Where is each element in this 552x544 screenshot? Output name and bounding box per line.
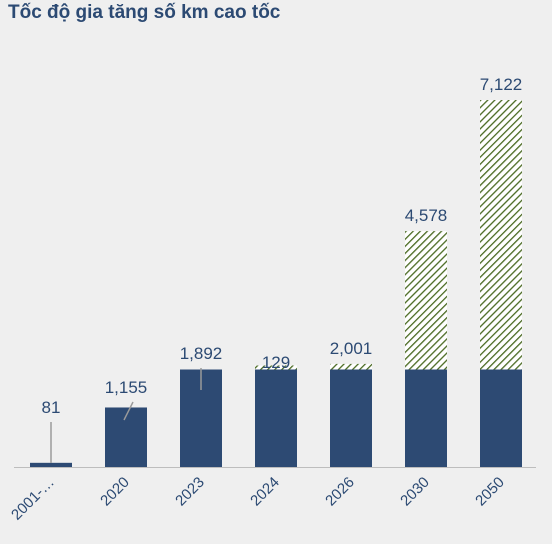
bar-built-2030 bbox=[405, 369, 447, 467]
bar-built-2001-… bbox=[30, 462, 72, 467]
bar-planned-2024 bbox=[255, 365, 297, 370]
x-tick-label: 2023 bbox=[172, 474, 208, 510]
data-label-2030: 4,578 bbox=[405, 206, 448, 225]
x-tick-label: 2001-… bbox=[8, 474, 58, 524]
data-label-2001-…: 81 bbox=[42, 398, 61, 417]
chart-title: Tốc độ gia tăng số km cao tốc bbox=[8, 2, 281, 23]
x-tick-label: 2020 bbox=[97, 474, 133, 510]
bar-planned-2026 bbox=[330, 363, 372, 370]
bar-built-2024 bbox=[255, 369, 297, 467]
bar-planned-2030 bbox=[405, 231, 447, 370]
x-tick-label: 2050 bbox=[472, 474, 508, 510]
data-label-2023: 1,892 bbox=[180, 344, 223, 363]
leader-line-2020 bbox=[123, 401, 134, 421]
bar-planned-2050 bbox=[480, 100, 522, 370]
data-label-2050: 7,122 bbox=[480, 75, 523, 94]
x-tick-label: 2030 bbox=[397, 474, 433, 510]
bar-built-2026 bbox=[330, 369, 372, 467]
x-tick-label: 2026 bbox=[322, 474, 358, 510]
bar-built-2050 bbox=[480, 369, 522, 467]
x-tick-label: 2024 bbox=[247, 474, 283, 510]
data-label-2026: 2,001 bbox=[330, 339, 373, 358]
data-label-2020: 1,155 bbox=[105, 378, 148, 397]
data-label-2024: 129 bbox=[262, 353, 290, 372]
